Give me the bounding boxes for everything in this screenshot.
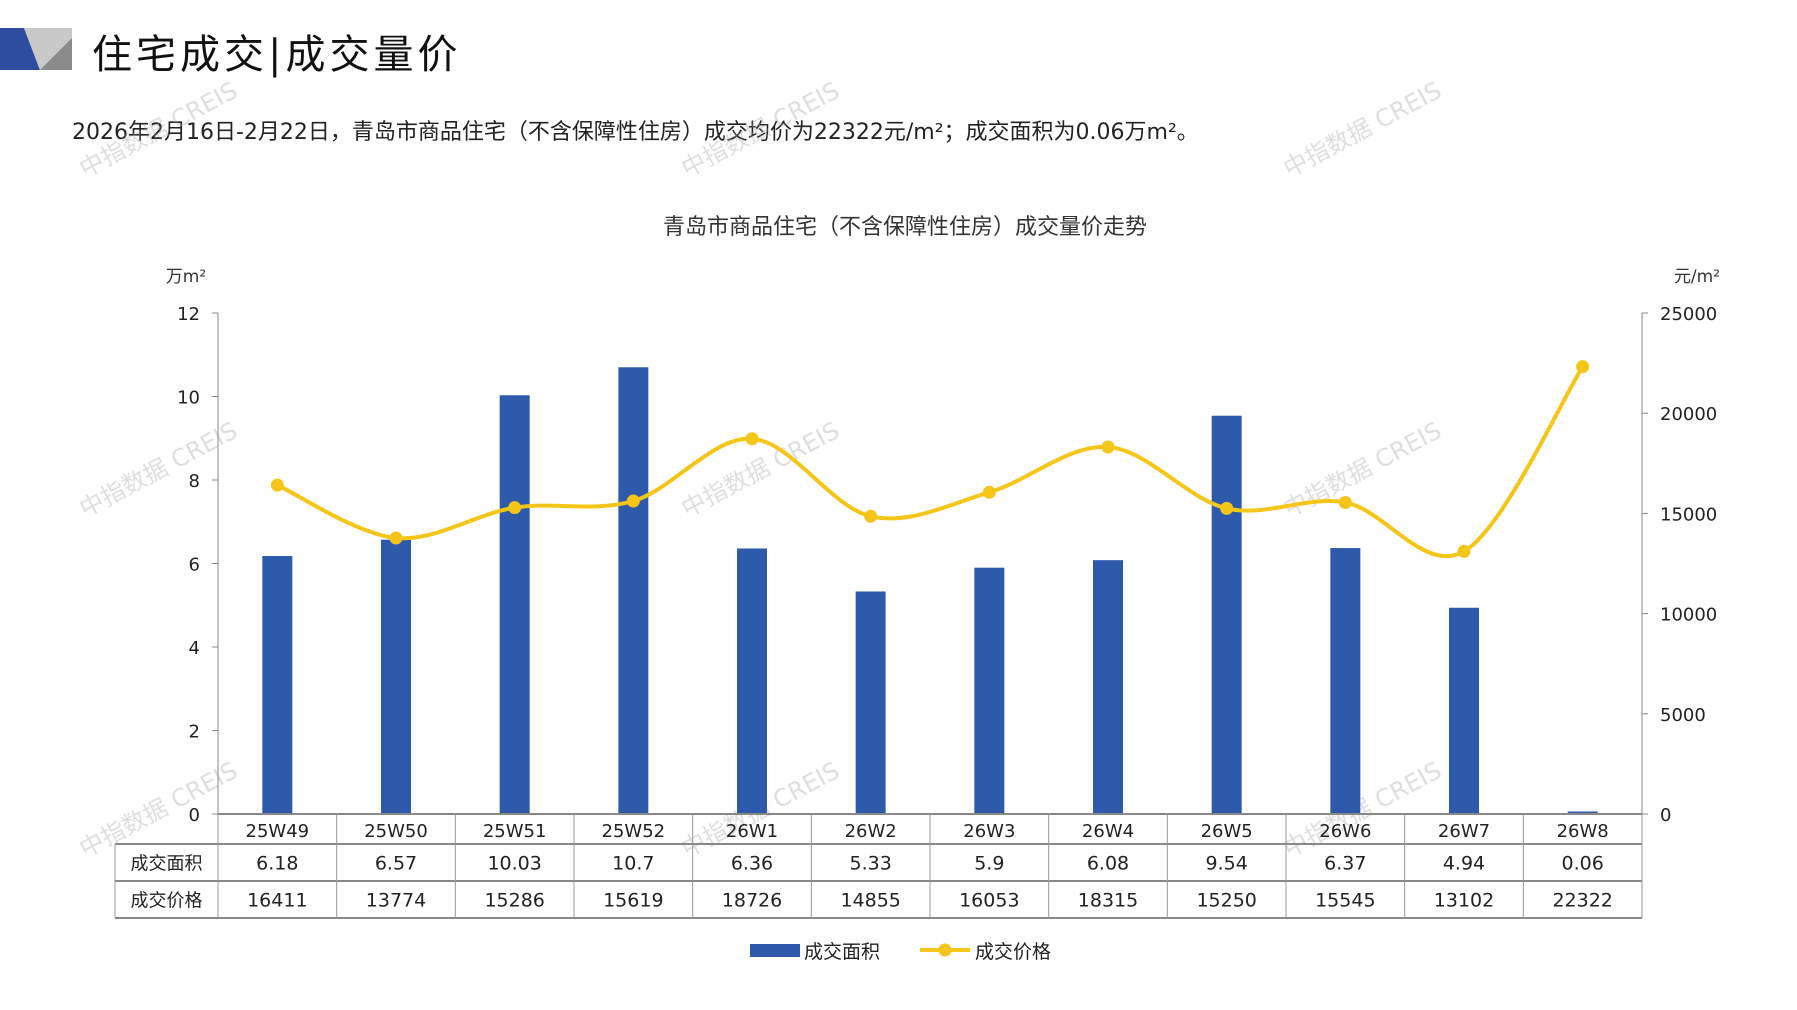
price-point-25W51 <box>508 501 522 515</box>
table-cell: 6.18 <box>256 853 298 875</box>
right-tick-label: 0 <box>1660 805 1671 826</box>
price-point-26W8 <box>1576 360 1590 374</box>
table-cell: 16053 <box>959 890 1019 912</box>
page-title: 住宅成交|成交量价 <box>92 32 462 78</box>
left-tick-label: 2 <box>189 722 200 743</box>
table-cell: 4.94 <box>1443 853 1485 875</box>
table-row-label: 成交面积 <box>131 854 203 875</box>
price-point-26W7 <box>1457 544 1471 558</box>
right-axis-unit: 元/m² <box>1674 267 1720 287</box>
category-label: 26W5 <box>1201 821 1253 842</box>
bar-26W6 <box>1330 548 1361 814</box>
right-tick-label: 5000 <box>1660 705 1706 726</box>
bar-25W50 <box>381 539 411 814</box>
table-cell: 13102 <box>1434 890 1494 912</box>
left-tick-label: 6 <box>189 555 200 576</box>
bar-26W4 <box>1093 560 1123 814</box>
table-cell: 10.03 <box>487 853 541 875</box>
chart-title: 青岛市商品住宅（不含保障性住房）成交量价走势 <box>663 215 1147 240</box>
left-tick-label: 0 <box>189 805 200 826</box>
price-point-25W49 <box>270 478 284 492</box>
category-label: 25W50 <box>364 821 428 842</box>
summary-text: 2026年2月16日-2月22日，青岛市商品住宅（不含保障性住房）成交均价为22… <box>72 120 1199 145</box>
table-cell: 5.9 <box>974 853 1004 875</box>
table-cell: 6.08 <box>1087 853 1129 875</box>
table-cell: 6.36 <box>731 853 773 875</box>
bar-26W1 <box>737 548 767 814</box>
legend-bar-swatch <box>750 944 800 957</box>
category-label: 25W49 <box>246 821 310 842</box>
bar-26W8 <box>1567 811 1598 814</box>
table-cell: 6.37 <box>1324 853 1366 875</box>
bar-26W5 <box>1211 415 1242 814</box>
right-tick-label: 10000 <box>1660 605 1717 626</box>
table-cell: 18726 <box>722 890 782 912</box>
price-point-26W6 <box>1338 495 1352 509</box>
price-point-26W1 <box>745 432 759 446</box>
category-label: 26W1 <box>726 821 778 842</box>
table-cell: 9.54 <box>1206 853 1248 875</box>
price-point-25W50 <box>389 531 403 545</box>
legend-line-label: 成交价格 <box>975 941 1051 963</box>
category-label: 26W4 <box>1082 821 1134 842</box>
left-axis-unit: 万m² <box>166 267 206 287</box>
table-cell: 16411 <box>247 890 307 912</box>
table-cell: 22322 <box>1552 890 1612 912</box>
bar-25W49 <box>262 555 293 814</box>
category-label: 25W52 <box>602 821 666 842</box>
brand-logo <box>0 28 72 70</box>
category-label: 26W8 <box>1557 821 1609 842</box>
category-label: 26W7 <box>1438 821 1490 842</box>
left-tick-label: 8 <box>189 471 200 492</box>
price-point-26W5 <box>1220 501 1234 515</box>
bar-26W2 <box>855 591 886 814</box>
category-label: 25W51 <box>483 821 547 842</box>
table-cell: 15250 <box>1196 890 1256 912</box>
table-cell: 10.7 <box>612 853 654 875</box>
table-cell: 15286 <box>484 890 544 912</box>
legend-bar-label: 成交面积 <box>804 941 880 963</box>
bar-26W7 <box>1449 607 1479 814</box>
table-cell: 18315 <box>1078 890 1138 912</box>
table-cell: 6.57 <box>375 853 417 875</box>
right-tick-label: 25000 <box>1660 304 1717 325</box>
right-tick-label: 15000 <box>1660 504 1717 525</box>
left-tick-label: 12 <box>177 304 200 325</box>
category-label: 26W2 <box>845 821 897 842</box>
bar-25W51 <box>499 395 530 814</box>
right-tick-label: 20000 <box>1660 404 1717 425</box>
price-point-26W4 <box>1101 440 1115 454</box>
price-point-25W52 <box>626 494 640 508</box>
left-tick-label: 10 <box>177 388 200 409</box>
category-label: 26W3 <box>963 821 1015 842</box>
table-cell: 15619 <box>603 890 663 912</box>
price-point-26W3 <box>982 485 996 499</box>
table-cell: 5.33 <box>850 853 892 875</box>
bar-25W52 <box>618 367 649 814</box>
bar-26W3 <box>974 567 1005 814</box>
price-line <box>276 365 1585 559</box>
price-point-26W2 <box>864 509 878 523</box>
table-cell: 13774 <box>366 890 426 912</box>
legend-line-marker <box>938 943 952 957</box>
table-cell: 0.06 <box>1562 853 1604 875</box>
table-cell: 14855 <box>840 890 900 912</box>
table-cell: 15545 <box>1315 890 1375 912</box>
category-label: 26W6 <box>1319 821 1371 842</box>
table-row-label: 成交价格 <box>131 891 203 912</box>
left-tick-label: 4 <box>189 638 200 659</box>
